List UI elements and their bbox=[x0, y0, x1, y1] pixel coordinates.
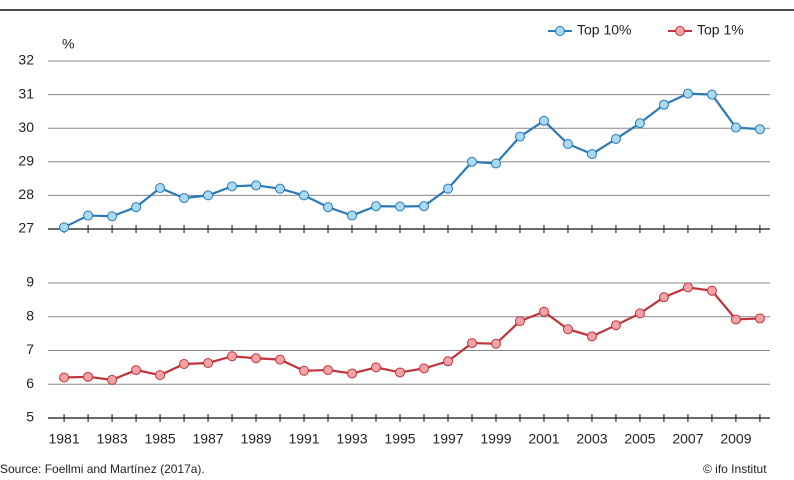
point bbox=[586, 149, 597, 160]
point bbox=[418, 363, 429, 374]
x-tick-label: 1993 bbox=[336, 431, 367, 447]
point bbox=[131, 365, 142, 376]
point bbox=[730, 314, 741, 325]
point bbox=[395, 201, 406, 212]
y-tick-label: 9 bbox=[26, 274, 34, 290]
point bbox=[227, 181, 238, 192]
point bbox=[299, 190, 310, 201]
x-tick-label: 2009 bbox=[720, 431, 751, 447]
point bbox=[203, 357, 214, 368]
y-axis-label: % bbox=[62, 36, 74, 52]
point bbox=[706, 89, 717, 100]
x-tick-label: 1989 bbox=[240, 431, 271, 447]
y-tick-label: 8 bbox=[26, 307, 34, 323]
y-tick-label: 32 bbox=[18, 52, 34, 68]
x-tick-label: 2003 bbox=[576, 431, 607, 447]
x-tick-label: 1999 bbox=[480, 431, 511, 447]
point bbox=[59, 222, 70, 233]
y-tick-label: 5 bbox=[26, 409, 34, 425]
y-tick-label: 31 bbox=[18, 85, 34, 101]
point bbox=[754, 313, 765, 324]
x-tick-label: 1985 bbox=[144, 431, 175, 447]
point bbox=[586, 331, 597, 342]
point bbox=[514, 316, 525, 327]
point bbox=[275, 183, 286, 194]
point bbox=[371, 201, 382, 212]
legend-label: Top 10% bbox=[577, 22, 631, 38]
x-tick-label: 2007 bbox=[672, 431, 703, 447]
x-tick-label: 1995 bbox=[384, 431, 415, 447]
point bbox=[538, 115, 549, 126]
point bbox=[562, 138, 573, 149]
point bbox=[490, 338, 501, 349]
line bbox=[64, 286, 760, 381]
legend-marker bbox=[675, 26, 685, 36]
point bbox=[634, 308, 645, 319]
point bbox=[442, 356, 453, 367]
point bbox=[514, 131, 525, 142]
point bbox=[227, 351, 238, 362]
point bbox=[323, 365, 334, 376]
point bbox=[371, 362, 382, 373]
y-tick-label: 6 bbox=[26, 375, 34, 391]
point bbox=[251, 353, 262, 364]
point bbox=[658, 292, 669, 303]
point bbox=[538, 306, 549, 317]
y-tick-label: 27 bbox=[18, 220, 34, 236]
point bbox=[347, 368, 358, 379]
x-tick-label: 1983 bbox=[96, 431, 127, 447]
point bbox=[466, 338, 477, 349]
point bbox=[658, 99, 669, 110]
point bbox=[107, 374, 118, 385]
point bbox=[59, 372, 70, 383]
point bbox=[682, 88, 693, 99]
point bbox=[754, 124, 765, 135]
x-tick-label: 1991 bbox=[288, 431, 319, 447]
credit: © ifo Institut bbox=[703, 462, 767, 476]
point bbox=[107, 211, 118, 222]
point bbox=[730, 122, 741, 133]
point bbox=[442, 183, 453, 194]
point bbox=[179, 193, 190, 204]
point bbox=[155, 183, 166, 194]
y-tick-label: 29 bbox=[18, 153, 34, 169]
y-tick-label: 30 bbox=[18, 119, 34, 135]
point bbox=[131, 202, 142, 213]
point bbox=[203, 190, 214, 201]
x-tick-label: 1981 bbox=[48, 431, 79, 447]
point bbox=[706, 285, 717, 296]
point bbox=[155, 370, 166, 381]
point bbox=[251, 180, 262, 191]
x-tick-label: 2005 bbox=[624, 431, 655, 447]
x-tick-label: 1987 bbox=[192, 431, 223, 447]
point bbox=[682, 282, 693, 293]
y-tick-label: 28 bbox=[18, 186, 34, 202]
point bbox=[323, 202, 334, 213]
point bbox=[299, 365, 310, 376]
source: Source: Foellmi and Martínez (2017a). bbox=[0, 462, 205, 476]
point bbox=[275, 354, 286, 365]
point bbox=[466, 156, 477, 167]
point bbox=[562, 324, 573, 335]
point bbox=[179, 359, 190, 369]
point bbox=[395, 367, 406, 378]
legend-label: Top 1% bbox=[697, 22, 744, 38]
point bbox=[610, 320, 621, 331]
point bbox=[347, 210, 358, 221]
legend-marker bbox=[555, 26, 565, 36]
point bbox=[634, 118, 645, 129]
point bbox=[83, 210, 94, 221]
line bbox=[63, 92, 760, 229]
point bbox=[610, 133, 621, 144]
point bbox=[418, 201, 429, 212]
y-tick-label: 7 bbox=[26, 341, 34, 357]
point bbox=[83, 371, 94, 382]
x-tick-label: 1997 bbox=[432, 431, 463, 447]
point bbox=[490, 158, 501, 169]
x-tick-label: 2001 bbox=[528, 431, 559, 447]
